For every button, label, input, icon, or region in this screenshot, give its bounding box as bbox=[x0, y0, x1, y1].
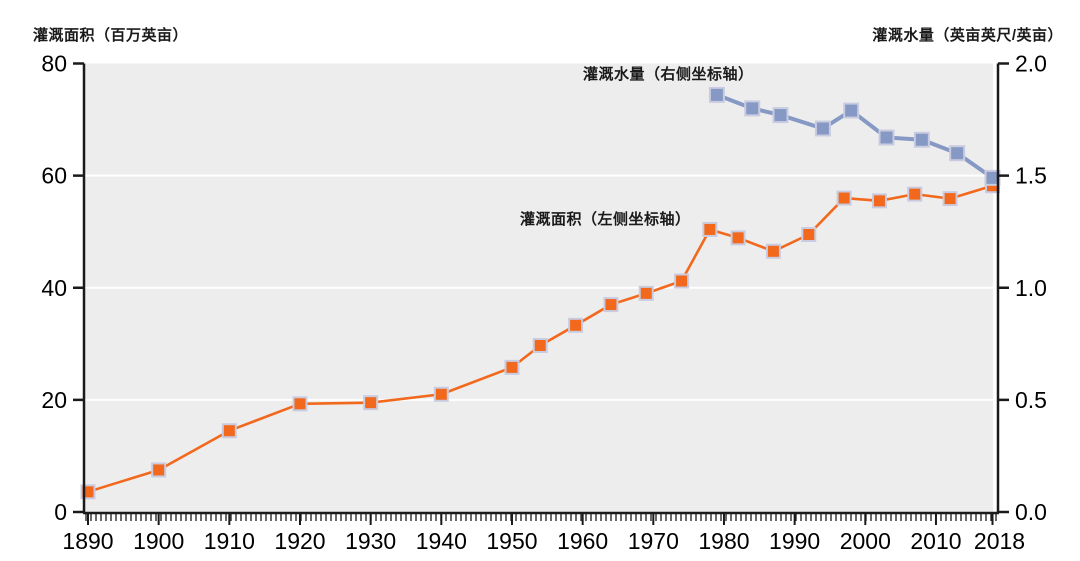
area-series-marker bbox=[504, 359, 520, 375]
area-series-marker bbox=[702, 221, 718, 237]
right-axis-tick-label: 0.0 bbox=[1015, 499, 1047, 525]
water-series-marker bbox=[843, 102, 860, 119]
x-axis-tick-label: 2018 bbox=[974, 528, 1025, 554]
left-axis-title: 灌溉面积（百万英亩） bbox=[33, 27, 189, 44]
x-axis-tick-label: 1910 bbox=[204, 528, 255, 554]
right-axis-tick-label: 1.0 bbox=[1015, 275, 1047, 301]
water-series-marker bbox=[744, 100, 761, 117]
x-axis-tick-label: 2010 bbox=[910, 528, 961, 554]
area-series-marker bbox=[151, 462, 167, 478]
left-axis-tick-label: 80 bbox=[41, 51, 67, 77]
water-series-marker bbox=[949, 145, 966, 162]
right-axis-title: 灌溉水量（英亩英尺/英亩） bbox=[872, 27, 1063, 44]
area-series-marker bbox=[568, 317, 584, 333]
x-axis-tick-label: 1890 bbox=[62, 528, 113, 554]
water-series-marker bbox=[814, 120, 831, 137]
area-series-marker bbox=[871, 193, 887, 209]
area-series-marker bbox=[765, 243, 781, 259]
right-axis-tick-label: 2.0 bbox=[1015, 51, 1047, 77]
x-axis-tick-label: 1930 bbox=[345, 528, 396, 554]
x-axis-tick-label: 1920 bbox=[274, 528, 325, 554]
water-series-marker bbox=[878, 129, 895, 146]
area-series-marker bbox=[730, 230, 746, 246]
area-series-marker bbox=[363, 395, 379, 411]
left-axis-tick-label: 0 bbox=[54, 499, 67, 525]
x-axis-tick-label: 1960 bbox=[557, 528, 608, 554]
water-series-marker bbox=[984, 169, 1001, 186]
right-axis-tick-label: 1.5 bbox=[1015, 163, 1047, 189]
area-series-marker bbox=[907, 186, 923, 202]
left-axis-tick-label: 40 bbox=[41, 275, 67, 301]
area-series-marker bbox=[801, 226, 817, 242]
area-series-marker bbox=[836, 190, 852, 206]
area-series-label: 灌溉面积（左侧坐标轴） bbox=[520, 211, 691, 228]
x-axis-tick-label: 1970 bbox=[628, 528, 679, 554]
water-series-marker bbox=[913, 131, 930, 148]
area-series-marker bbox=[292, 396, 308, 412]
x-axis-tick-label: 1940 bbox=[416, 528, 467, 554]
area-series-marker bbox=[942, 191, 958, 207]
x-axis-tick-label: 1980 bbox=[698, 528, 749, 554]
x-axis-tick-label: 1990 bbox=[769, 528, 820, 554]
area-series-marker bbox=[532, 337, 548, 353]
x-axis-tick-label: 1900 bbox=[133, 528, 184, 554]
area-series-marker bbox=[433, 386, 449, 402]
left-axis-tick-label: 60 bbox=[41, 163, 67, 189]
water-series-marker bbox=[772, 107, 789, 124]
area-series-marker bbox=[221, 423, 237, 439]
area-series-marker bbox=[638, 285, 654, 301]
water-series-marker bbox=[708, 86, 725, 103]
area-series-marker bbox=[674, 273, 690, 289]
area-series-marker bbox=[603, 297, 619, 313]
x-axis-tick-label: 1950 bbox=[486, 528, 537, 554]
x-axis-tick-label: 2000 bbox=[840, 528, 891, 554]
right-axis-tick-label: 0.5 bbox=[1015, 387, 1047, 413]
left-axis-tick-label: 20 bbox=[41, 387, 67, 413]
water-series-label: 灌溉水量（右侧坐标轴） bbox=[583, 66, 754, 83]
